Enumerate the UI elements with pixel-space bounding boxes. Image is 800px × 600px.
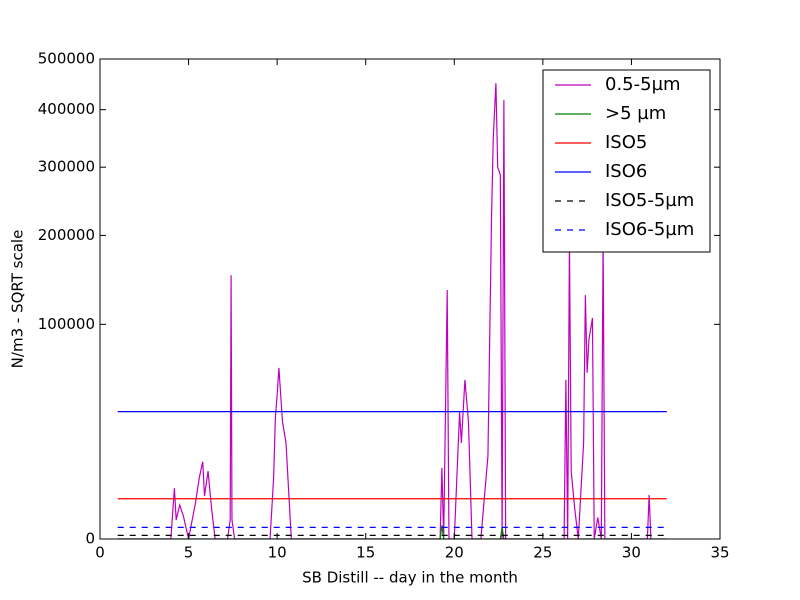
y-tick-label: 100000 (38, 315, 95, 333)
y-tick-label: 300000 (38, 158, 95, 176)
series-line (117, 525, 667, 539)
legend-label: 0.5-5µm (605, 74, 681, 95)
y-axis-label: N/m3 - SQRT scale (9, 230, 27, 369)
legend-box (542, 69, 711, 253)
x-tick-label: 35 (710, 544, 729, 562)
x-tick-label: 10 (268, 544, 287, 562)
x-tick-label: 0 (95, 544, 105, 562)
x-axis-label: SB Distill -- day in the month (302, 569, 518, 587)
legend-label: >5 µm (605, 103, 666, 124)
legend-label: ISO6 (605, 161, 647, 182)
y-tick-label: 0 (85, 530, 95, 548)
y-tick-label: 400000 (38, 100, 95, 118)
y-tick-label: 200000 (38, 226, 95, 244)
series-line (117, 83, 652, 539)
x-tick-label: 15 (356, 544, 375, 562)
plot-lines (117, 83, 667, 539)
x-tick-label: 20 (445, 544, 464, 562)
legend-label: ISO5-5µm (605, 190, 694, 211)
plot-frame (99, 58, 721, 540)
legend-label: ISO5 (605, 132, 647, 153)
x-tick-label: 5 (184, 544, 194, 562)
y-tick-label: 500000 (38, 50, 95, 68)
x-tick-label: 30 (622, 544, 641, 562)
x-tick-label: 25 (533, 544, 552, 562)
legend-label: ISO6-5µm (605, 219, 694, 240)
